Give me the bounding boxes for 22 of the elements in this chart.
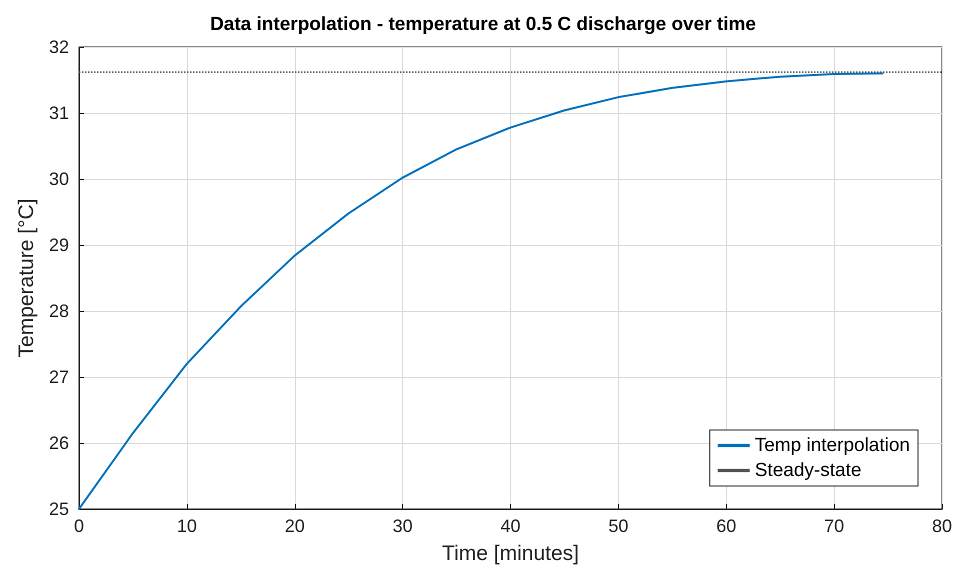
legend-label: Steady-state xyxy=(754,460,862,481)
x-tick-label: 30 xyxy=(392,516,413,536)
x-tick-label: 40 xyxy=(500,516,521,536)
x-axis-title: Time [minutes] xyxy=(442,542,579,565)
y-axis-title: Temperature [°C] xyxy=(15,198,38,358)
y-tick-label: 25 xyxy=(48,499,69,519)
y-tick-label: 32 xyxy=(48,37,69,57)
x-tick-label: 20 xyxy=(284,516,305,536)
y-tick-label: 28 xyxy=(48,301,69,321)
x-tick-label: 80 xyxy=(932,516,952,536)
x-tick-label: 10 xyxy=(176,516,197,536)
x-tick-label: 0 xyxy=(74,516,84,536)
y-tick-label: 30 xyxy=(48,169,69,189)
y-tick-label: 26 xyxy=(48,433,69,453)
chart-title: Data interpolation - temperature at 0.5 C discharge over time xyxy=(210,14,756,35)
legend-label: Temp interpolation xyxy=(754,435,910,456)
y-tick-label: 29 xyxy=(48,235,69,255)
x-tick-label: 70 xyxy=(824,516,844,536)
y-tick-label: 27 xyxy=(48,367,69,387)
x-tick-label: 50 xyxy=(608,516,628,536)
y-tick-label: 31 xyxy=(48,103,69,123)
x-tick-label: 60 xyxy=(716,516,736,536)
